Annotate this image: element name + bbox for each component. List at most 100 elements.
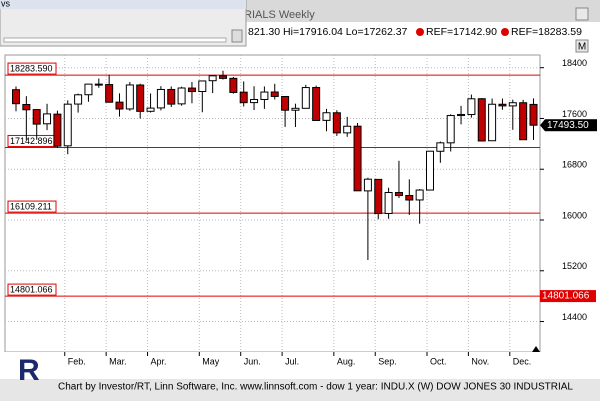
candle-body xyxy=(239,91,248,104)
ref-label-box xyxy=(7,62,57,75)
x-tick-label: Dec. xyxy=(513,356,532,366)
candle-body xyxy=(146,107,155,112)
candle-body xyxy=(426,150,434,191)
ref-price-label: 14801.066 xyxy=(542,291,590,302)
x-axis-area xyxy=(0,352,600,379)
candle-body xyxy=(156,88,165,109)
ref-label: REF=18283.59 xyxy=(511,26,582,38)
scroll-marker xyxy=(532,346,540,352)
x-tick-label: May xyxy=(202,356,220,366)
overlay-titlebar xyxy=(0,0,246,9)
y-tick-label: 17600 xyxy=(562,109,587,119)
candle-body xyxy=(22,104,31,111)
candle-body xyxy=(436,142,445,152)
candle-body xyxy=(332,112,341,134)
overlay-title: vs xyxy=(1,0,11,8)
footer-bar xyxy=(0,379,600,401)
candle-body xyxy=(125,84,134,110)
x-tick-label: Oct. xyxy=(430,356,447,366)
candle-body xyxy=(384,192,393,214)
candle-body xyxy=(394,192,403,197)
x-tick-label: Apr. xyxy=(151,356,167,366)
ref-dot xyxy=(501,28,509,36)
candle-body xyxy=(374,178,383,215)
overlay-field xyxy=(3,37,227,43)
y-tick-label: 16800 xyxy=(562,160,587,170)
candle-body xyxy=(260,91,269,100)
y-tick-label: 16000 xyxy=(562,210,587,220)
ref-line-label: 18283.590 xyxy=(10,63,53,73)
x-tick-label: Nov. xyxy=(471,356,489,366)
ref-label-box xyxy=(7,200,57,213)
chart-title: RIALS Weekly xyxy=(244,9,315,21)
candle-body xyxy=(63,103,72,147)
x-tick-label: Jun. xyxy=(244,356,261,366)
candle-body xyxy=(343,125,352,134)
candle-body xyxy=(136,84,145,112)
ref-line-label: 16109.211 xyxy=(10,201,52,211)
ref-label: REF=17142.90 xyxy=(426,26,497,38)
candle-body xyxy=(32,109,41,125)
scroll-button[interactable] xyxy=(575,7,589,21)
candle-body xyxy=(353,125,362,192)
candle-body xyxy=(467,98,476,116)
ref-line-label: 14801.066 xyxy=(10,284,53,294)
corner-button-label: M xyxy=(578,42,586,53)
candle-body xyxy=(529,103,538,126)
ref-price-box xyxy=(540,290,596,303)
candle-body xyxy=(322,112,331,121)
last-price-pointer xyxy=(540,119,545,132)
ref-dot xyxy=(416,28,424,36)
candle-body xyxy=(177,87,186,105)
overlay-button[interactable] xyxy=(231,29,243,43)
header-values: 821.30 Hi=17916.04 Lo=17262.37 xyxy=(248,26,408,38)
x-tick-label: Sep. xyxy=(378,356,397,366)
candle-body xyxy=(12,89,20,105)
ref-label-box xyxy=(7,283,57,296)
candle-body xyxy=(208,75,217,82)
x-tick-label: Feb. xyxy=(68,356,86,366)
candle-body xyxy=(105,84,114,103)
candle-body xyxy=(488,103,497,142)
x-tick-label: Aug. xyxy=(337,356,356,366)
ref-line-label: 17142.896 xyxy=(10,136,53,146)
candle-body xyxy=(477,98,486,142)
candle-body xyxy=(187,87,196,93)
candle-body xyxy=(301,87,310,109)
candle-body xyxy=(291,107,300,111)
candle-body xyxy=(363,178,372,192)
candle-body xyxy=(53,113,62,147)
candle-body xyxy=(519,102,528,141)
candle-body xyxy=(446,115,455,144)
y-tick-label: 18400 xyxy=(562,58,587,68)
x-tick-label: Jul. xyxy=(285,356,299,366)
candle-body xyxy=(508,102,517,107)
candle-body xyxy=(415,189,424,201)
candle-body xyxy=(498,103,507,107)
candle-body xyxy=(84,83,93,96)
candle-body xyxy=(94,83,103,86)
footer: Chart by Investor/RT, Linn Software, Inc… xyxy=(58,382,573,393)
candle-body xyxy=(219,75,227,79)
x-tick-label: Mar. xyxy=(109,356,127,366)
candle-body xyxy=(405,195,414,201)
candle-body xyxy=(115,101,124,110)
y-tick-label: 14400 xyxy=(562,312,587,322)
candle-body xyxy=(281,96,290,111)
y-tick-label: 15200 xyxy=(562,261,587,271)
candle-body xyxy=(167,88,176,105)
candle-body xyxy=(270,91,279,97)
last-price-box xyxy=(545,119,597,132)
candle-body xyxy=(43,113,52,125)
logo: R xyxy=(18,354,40,387)
candle-body xyxy=(312,86,321,121)
candle-body xyxy=(229,77,238,93)
candle-body xyxy=(198,80,207,92)
candle-body xyxy=(74,94,83,105)
candle-body xyxy=(250,98,259,104)
corner-button[interactable] xyxy=(575,39,589,53)
candle-body xyxy=(457,113,466,117)
last-price-label: 17493.50 xyxy=(547,120,589,131)
